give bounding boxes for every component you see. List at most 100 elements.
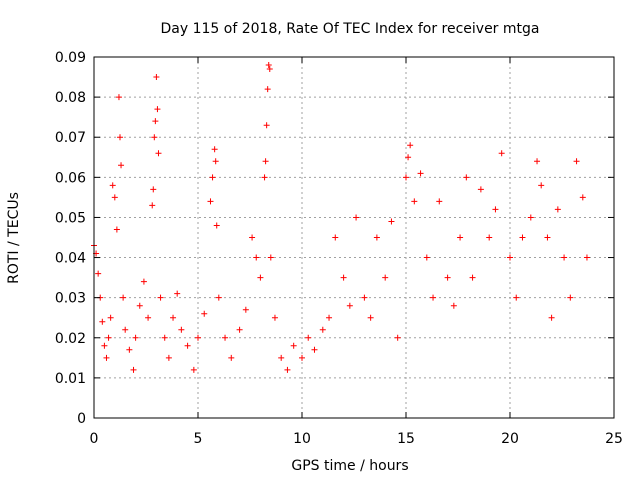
data-point	[249, 234, 256, 241]
data-point	[118, 162, 125, 169]
y-tick-label: 0.06	[55, 170, 86, 186]
x-tick-label: 10	[293, 431, 311, 447]
data-point	[212, 158, 219, 165]
data-point	[154, 106, 161, 113]
data-point	[469, 274, 476, 281]
data-point	[222, 334, 229, 341]
data-point	[423, 254, 430, 261]
data-point	[132, 334, 139, 341]
data-point	[228, 354, 235, 361]
data-point	[195, 334, 201, 341]
axis-ticks	[93, 56, 615, 419]
data-point	[257, 274, 264, 281]
data-point	[115, 94, 122, 101]
data-point	[477, 186, 484, 193]
x-tick-label: 20	[501, 431, 519, 447]
data-point	[299, 354, 305, 361]
x-tick-label: 15	[397, 431, 415, 447]
data-point	[105, 334, 112, 341]
y-tick-label: 0.03	[55, 291, 86, 307]
data-point	[544, 234, 551, 241]
data-point	[253, 254, 260, 261]
data-point	[236, 326, 243, 333]
data-point	[150, 186, 157, 193]
data-point	[486, 234, 493, 241]
data-point	[319, 326, 326, 333]
x-tick-label: 0	[90, 431, 99, 447]
data-point	[579, 194, 586, 201]
data-point	[151, 134, 158, 141]
data-point	[436, 198, 443, 205]
data-point	[126, 346, 133, 353]
data-point	[353, 214, 360, 221]
data-point	[561, 254, 568, 261]
data-point	[170, 314, 177, 321]
data-point	[113, 226, 120, 233]
data-point	[278, 354, 285, 361]
y-tick-label: 0.04	[55, 251, 86, 267]
data-point	[266, 66, 273, 73]
data-point	[103, 354, 110, 361]
data-point	[573, 158, 580, 165]
y-tick-label: 0.01	[55, 371, 86, 387]
data-point	[161, 334, 168, 341]
plot-frame	[93, 56, 615, 419]
data-point	[190, 366, 197, 373]
x-tick-label: 25	[605, 431, 623, 447]
data-point	[213, 222, 220, 229]
data-point	[305, 334, 312, 341]
data-point	[261, 174, 268, 181]
data-point	[155, 150, 162, 157]
data-point	[109, 182, 116, 189]
y-tick-label: 0.07	[55, 130, 86, 146]
data-point	[340, 274, 347, 281]
data-point	[267, 254, 274, 261]
data-point	[215, 294, 222, 301]
data-point	[152, 118, 159, 125]
data-point	[265, 62, 272, 69]
data-point	[178, 326, 185, 333]
y-axis-label: ROTI / TECUs	[6, 192, 22, 284]
data-point	[264, 86, 271, 93]
data-point	[122, 326, 129, 333]
data-point	[583, 254, 590, 261]
data-point	[207, 198, 214, 205]
data-point	[457, 234, 464, 241]
data-point	[242, 306, 249, 313]
data-point	[95, 270, 102, 277]
data-point	[149, 202, 156, 209]
data-point	[554, 206, 561, 213]
data-point	[417, 170, 424, 177]
data-point	[403, 174, 409, 181]
data-point	[174, 290, 181, 297]
data-point	[165, 354, 172, 361]
data-point	[153, 74, 160, 81]
data-point	[405, 154, 412, 161]
data-point	[507, 254, 513, 261]
data-point	[407, 142, 414, 149]
data-point	[136, 302, 143, 309]
data-point	[411, 198, 418, 205]
data-point	[211, 146, 218, 153]
data-point	[513, 294, 520, 301]
data-point	[130, 366, 137, 373]
y-tick-label: 0.05	[55, 210, 86, 226]
data-point	[519, 234, 526, 241]
y-tick-label: 0.08	[55, 90, 86, 106]
data-point	[394, 334, 401, 341]
data-point	[548, 314, 555, 321]
data-point	[534, 158, 541, 165]
data-point	[527, 214, 534, 221]
data-point	[332, 234, 339, 241]
data-point	[463, 174, 470, 181]
data-point	[209, 174, 216, 181]
data-point	[262, 158, 269, 165]
data-point	[145, 314, 152, 321]
data-point	[140, 278, 147, 285]
y-tick-label: 0.09	[55, 50, 86, 66]
data-point	[382, 274, 389, 281]
data-point	[444, 274, 451, 281]
data-point	[311, 346, 318, 353]
data-point	[538, 182, 545, 189]
